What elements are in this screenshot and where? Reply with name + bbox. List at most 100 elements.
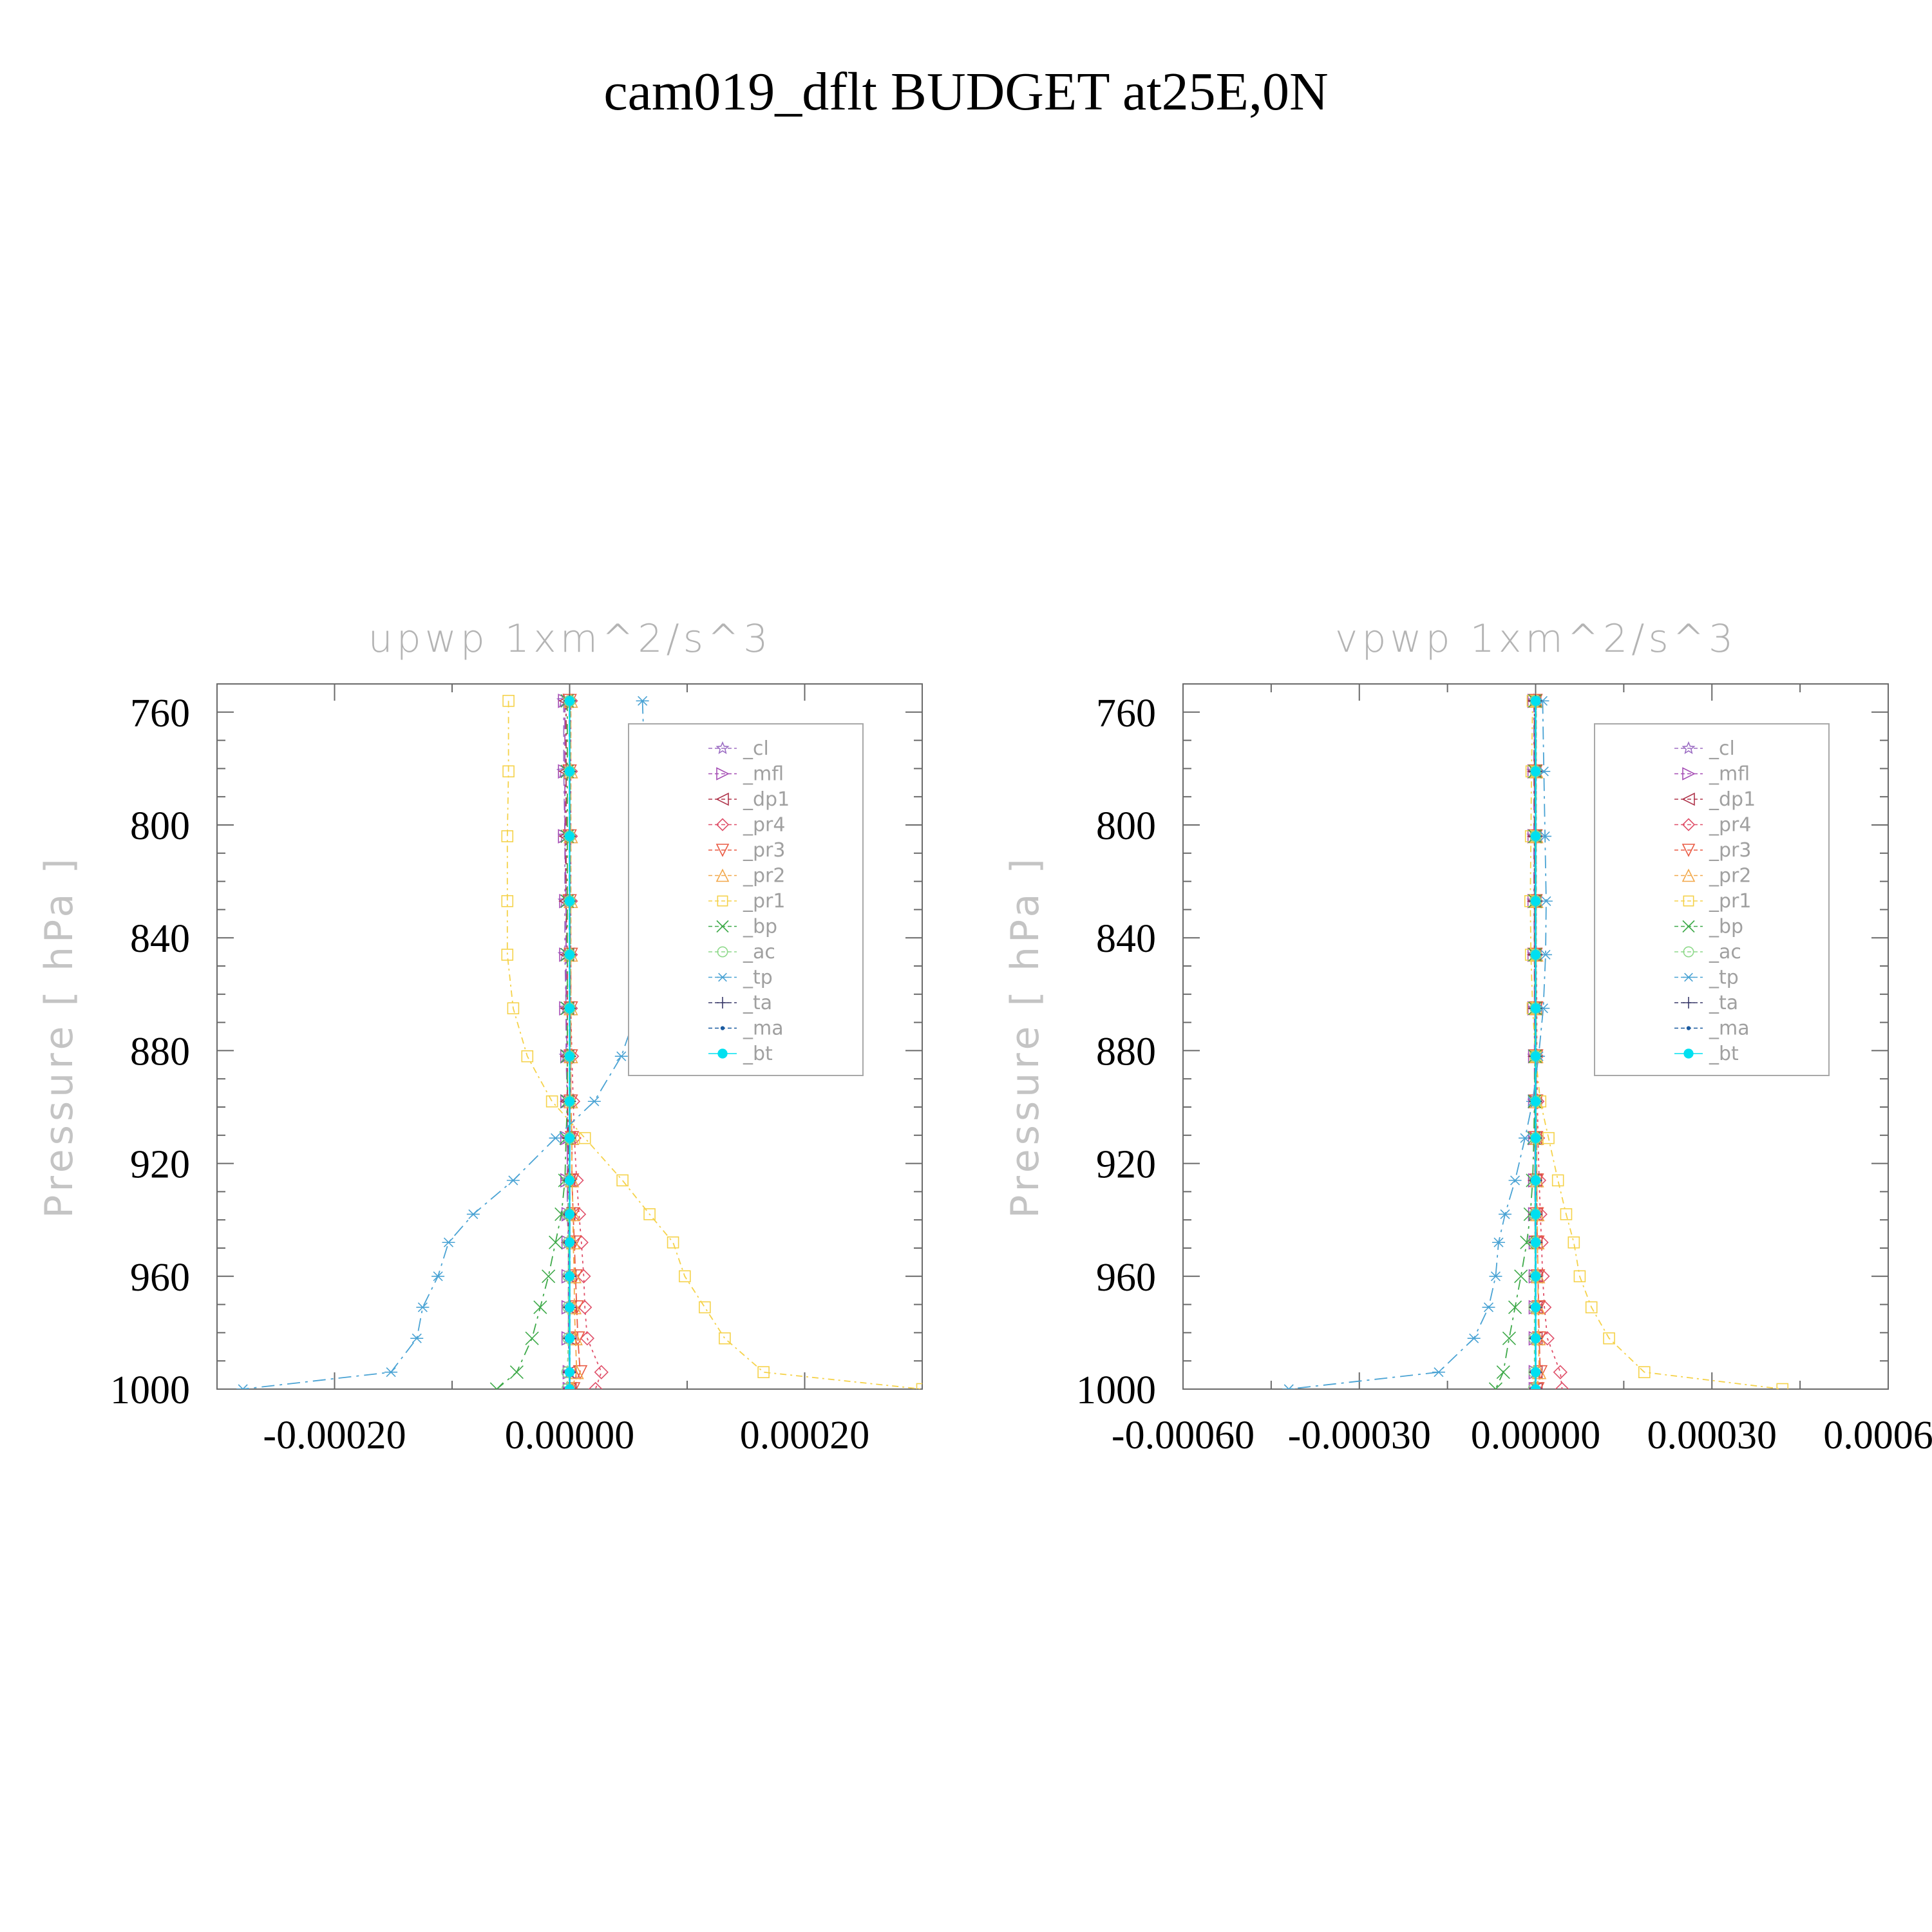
legend-label: _pr4 <box>1709 814 1751 837</box>
legend-marker <box>717 895 728 907</box>
series-point <box>502 765 515 778</box>
legend-marker <box>1682 920 1695 933</box>
legend-marker <box>1681 844 1696 857</box>
series-point <box>564 1096 575 1106</box>
x-tick-label: -0.00060 <box>1112 1414 1255 1457</box>
series-point <box>489 1382 504 1389</box>
series-line-dp1 <box>1533 701 1537 1389</box>
series-point <box>564 949 575 960</box>
legend-label: _ma <box>1709 1018 1750 1040</box>
x-tick-label: 0.00000 <box>1471 1414 1601 1457</box>
series-point <box>1530 1302 1541 1312</box>
x-tick-label: -0.00020 <box>263 1414 406 1457</box>
series-point <box>1560 1208 1573 1220</box>
legend-marker <box>1681 818 1696 831</box>
series-point <box>1508 1300 1522 1314</box>
series-point <box>466 1209 480 1220</box>
legend-marker <box>1686 1026 1691 1030</box>
series-point <box>564 1237 575 1247</box>
y-tick-label: 760 <box>1096 692 1156 735</box>
series-point <box>1542 1132 1555 1144</box>
series-point <box>416 1302 430 1312</box>
legend-label: _mfl <box>743 763 784 786</box>
series-point <box>1432 1367 1445 1378</box>
series-point <box>1530 1175 1541 1186</box>
legend-label: _ac <box>743 941 775 963</box>
y-tick-label: 1000 <box>110 1368 190 1412</box>
series-point <box>1499 1209 1512 1220</box>
legend-label: _pr2 <box>743 865 785 887</box>
legend-label: _tp <box>1709 967 1739 989</box>
series-point <box>1502 1331 1517 1345</box>
series-point <box>643 1208 656 1220</box>
legend-label: _ma <box>743 1018 784 1040</box>
panel-title: upwp 1xm^2/s^3 <box>368 616 772 661</box>
series-point <box>564 766 575 777</box>
y-axis-label: Pressure [ hPa ] <box>1003 855 1048 1218</box>
series-point <box>616 1174 629 1187</box>
series-point <box>578 1132 591 1144</box>
series-point <box>549 1235 563 1249</box>
y-tick-label: 960 <box>130 1256 190 1300</box>
legend-marker <box>1683 1048 1694 1059</box>
legend-label: _mfl <box>1709 763 1750 786</box>
series-point <box>502 694 515 707</box>
legend-marker <box>715 844 730 857</box>
legend-label: _cl <box>1709 737 1735 760</box>
legend-marker <box>715 818 730 831</box>
series-point <box>1530 896 1541 906</box>
legend-label: _dp1 <box>743 788 790 811</box>
series-point <box>587 1096 601 1106</box>
series-point <box>410 1333 424 1343</box>
legend-label: _bt <box>1709 1043 1739 1065</box>
series-point <box>564 1271 575 1282</box>
legend-label: _pr3 <box>1709 839 1751 862</box>
series-point <box>564 1384 575 1389</box>
series-point <box>1528 1383 1540 1389</box>
legend-marker <box>1681 792 1695 806</box>
legend-label: _cl <box>743 737 769 760</box>
y-tick-label: 1000 <box>1076 1368 1156 1412</box>
chart-panels: upwp 1xm^2/s^3 Pressure [ hPa ] 760 800 840 8… <box>37 616 1932 1457</box>
legend-label: _pr1 <box>1709 890 1751 913</box>
series-point <box>564 1367 575 1378</box>
legend-label: _ta <box>1709 992 1738 1014</box>
legend-marker <box>717 972 728 982</box>
legend-label: _tp <box>743 967 773 989</box>
series-point <box>1530 1237 1541 1247</box>
series-point <box>1528 1381 1543 1389</box>
series-line-bp <box>496 701 568 1389</box>
series-point <box>533 1300 547 1314</box>
legend-marker <box>716 920 729 933</box>
legend-label: _bp <box>743 916 777 938</box>
series-point <box>564 1175 575 1186</box>
series-point <box>1530 949 1541 960</box>
y-tick-label: 760 <box>130 692 190 735</box>
chart-panel-2: vpwp 1xm^2/s^3 Pressure [ hPa ] 760 800 840 8… <box>1003 616 1932 1457</box>
figure-title: cam019_dflt BUDGET at25E,0N <box>603 62 1328 122</box>
series-point <box>1530 1333 1541 1343</box>
legend-label: _bt <box>743 1043 773 1065</box>
series-point <box>542 1269 556 1283</box>
series-point <box>1530 831 1541 842</box>
y-tick-label: 880 <box>130 1030 190 1074</box>
legend-label: _pr1 <box>743 890 785 913</box>
series-point <box>719 1332 731 1345</box>
series-point <box>1530 1271 1541 1282</box>
series-point <box>561 1383 574 1389</box>
series-line-tp <box>1289 701 1547 1389</box>
legend-marker <box>715 741 730 755</box>
legend-label: _pr2 <box>1709 865 1751 887</box>
series-point <box>565 1382 581 1389</box>
series-point <box>580 1331 595 1346</box>
series-point <box>1492 1237 1506 1247</box>
series-line-cl <box>563 701 571 1389</box>
series-line-bp <box>1495 701 1536 1389</box>
legend-marker <box>717 997 728 1009</box>
series-point <box>614 1051 628 1061</box>
series-line-pr1 <box>506 701 922 1389</box>
series-point <box>1551 1174 1564 1187</box>
series-point <box>1282 1384 1296 1389</box>
series-point <box>1530 696 1541 706</box>
series-point <box>1530 1367 1541 1378</box>
